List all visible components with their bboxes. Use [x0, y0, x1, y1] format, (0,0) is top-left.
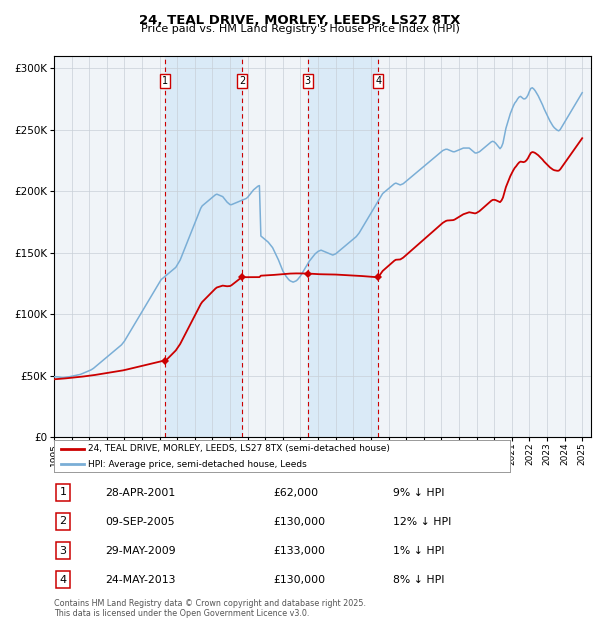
Text: 1: 1 [162, 76, 169, 86]
Text: 24-MAY-2013: 24-MAY-2013 [105, 575, 176, 585]
Text: 2: 2 [239, 76, 245, 86]
Text: 3: 3 [59, 546, 67, 556]
Text: £130,000: £130,000 [273, 517, 325, 527]
Text: 12% ↓ HPI: 12% ↓ HPI [393, 517, 451, 527]
Text: HPI: Average price, semi-detached house, Leeds: HPI: Average price, semi-detached house,… [88, 460, 307, 469]
Text: 8% ↓ HPI: 8% ↓ HPI [393, 575, 445, 585]
Bar [308, 56, 378, 437]
Text: 24, TEAL DRIVE, MORLEY, LEEDS, LS27 8TX: 24, TEAL DRIVE, MORLEY, LEEDS, LS27 8TX [139, 14, 461, 27]
Text: 28-APR-2001: 28-APR-2001 [105, 488, 175, 498]
Text: 2: 2 [59, 516, 67, 526]
Text: £133,000: £133,000 [273, 546, 325, 556]
Text: 3: 3 [305, 76, 311, 86]
Text: Contains HM Land Registry data © Crown copyright and database right 2025.
This d: Contains HM Land Registry data © Crown c… [54, 599, 366, 618]
Text: Price paid vs. HM Land Registry's House Price Index (HPI): Price paid vs. HM Land Registry's House … [140, 24, 460, 33]
Text: £62,000: £62,000 [273, 488, 318, 498]
Text: £130,000: £130,000 [273, 575, 325, 585]
Bar [165, 56, 242, 437]
Text: 1: 1 [59, 487, 67, 497]
Text: 24, TEAL DRIVE, MORLEY, LEEDS, LS27 8TX (semi-detached house): 24, TEAL DRIVE, MORLEY, LEEDS, LS27 8TX … [88, 445, 390, 453]
Text: 4: 4 [375, 76, 381, 86]
Text: 29-MAY-2009: 29-MAY-2009 [105, 546, 176, 556]
Text: 9% ↓ HPI: 9% ↓ HPI [393, 488, 445, 498]
Text: 1% ↓ HPI: 1% ↓ HPI [393, 546, 445, 556]
Text: 4: 4 [59, 575, 67, 585]
Text: 09-SEP-2005: 09-SEP-2005 [105, 517, 175, 527]
